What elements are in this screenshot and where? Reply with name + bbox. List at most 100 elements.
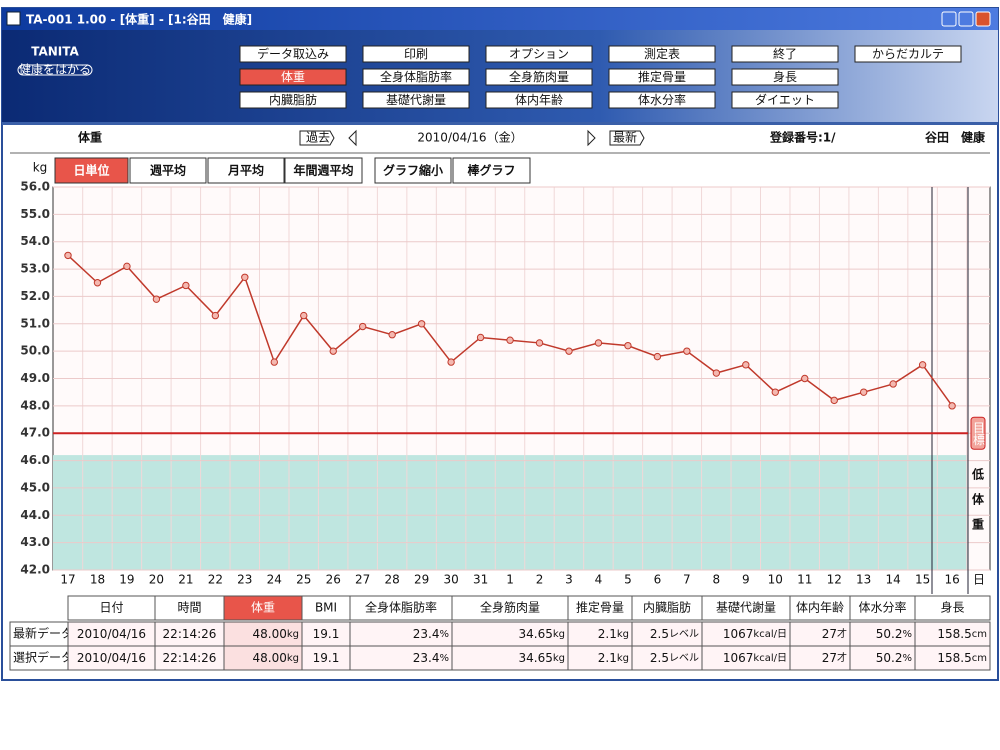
weight-point <box>683 347 691 355</box>
next-button[interactable] <box>609 130 645 146</box>
window-title: TA-001 1.00 - [体重] - [1:谷田 健康] <box>26 12 252 27</box>
table-cell <box>701 621 791 647</box>
tab[interactable] <box>284 157 363 184</box>
tab[interactable] <box>452 157 531 184</box>
tab[interactable] <box>374 157 452 184</box>
menu-label[interactable]: 身長 <box>773 69 797 84</box>
menu-label[interactable]: オプション <box>509 47 569 61</box>
weight-point <box>712 369 721 377</box>
prev-arrow[interactable] <box>348 129 357 147</box>
next-arrow[interactable] <box>587 129 596 147</box>
cell-value: 1067 <box>723 651 754 665</box>
tab[interactable] <box>54 157 129 184</box>
menu-button[interactable] <box>731 45 839 63</box>
tab-label[interactable]: 週平均 <box>150 163 186 178</box>
table-cell-text: 19.1 <box>313 651 340 665</box>
cell-value: 158.5 <box>937 627 971 641</box>
menu-button[interactable] <box>608 45 716 63</box>
menu-button[interactable] <box>608 68 716 86</box>
cell-unit: % <box>439 653 449 664</box>
cell-unit: cm <box>972 653 987 664</box>
cell-unit: % <box>902 653 912 664</box>
menu-label[interactable]: 全身体脂肪率 <box>380 69 452 84</box>
table-cell-text: 23.4% <box>413 627 449 641</box>
menu-button[interactable] <box>239 68 347 86</box>
weight-point <box>300 311 308 320</box>
cell-value: 48.00 <box>253 651 287 665</box>
menu-button[interactable] <box>239 45 347 63</box>
menu-button[interactable] <box>608 91 716 109</box>
table-cell <box>567 645 633 671</box>
cell-unit: kg <box>617 629 629 640</box>
menu-label[interactable]: からだカルテ <box>872 47 944 61</box>
logo-brand: TANITA <box>31 45 79 59</box>
table-cell <box>914 645 991 671</box>
tab-label[interactable]: 月平均 <box>227 163 264 178</box>
menu-label[interactable]: 印刷 <box>404 47 428 61</box>
menu-button[interactable] <box>362 45 470 63</box>
table-header: 基礎代謝量 <box>716 600 776 615</box>
low-weight-label: 重 <box>972 517 984 532</box>
x-tick-label: 3 <box>565 573 573 587</box>
weight-point <box>64 251 72 260</box>
weight-point <box>742 361 750 369</box>
menu-label[interactable]: 測定表 <box>644 46 680 61</box>
table-cell-text: 50.2% <box>876 627 912 641</box>
menu-label[interactable]: 推定骨量 <box>638 69 686 84</box>
minimize-button[interactable] <box>941 11 957 27</box>
row-label-cell <box>9 621 69 647</box>
tab[interactable] <box>129 157 207 184</box>
tab-label[interactable]: グラフ縮小 <box>383 163 443 178</box>
tab-label[interactable]: 日単位 <box>73 163 109 178</box>
menu-button[interactable] <box>731 68 839 86</box>
tab-label[interactable]: 年間週平均 <box>293 163 353 178</box>
y-tick-label: 42.0 <box>20 563 50 577</box>
table-cell-text: 48.00kg <box>253 651 300 665</box>
menu-button[interactable] <box>485 68 593 86</box>
app-icon <box>6 11 21 26</box>
menu-label[interactable]: 基礎代謝量 <box>386 92 446 107</box>
cell-value: 50.2 <box>876 627 903 641</box>
menu-button[interactable] <box>239 91 347 109</box>
menu-button[interactable] <box>854 45 962 63</box>
next-label[interactable]: 最新 <box>613 130 637 145</box>
weight-point <box>594 339 603 347</box>
menu-button[interactable] <box>731 91 839 109</box>
y-tick-label: 43.0 <box>20 535 50 549</box>
cell-value: 19.1 <box>313 651 340 665</box>
section-title: 体重 <box>78 130 102 145</box>
menu-label[interactable]: ダイエット <box>755 92 815 107</box>
table-cell <box>567 621 633 647</box>
cell-value: 2.5 <box>650 627 669 641</box>
prev-button[interactable] <box>299 130 335 146</box>
menu-label[interactable]: 内臓脂肪 <box>269 92 317 107</box>
table-cell-text: 34.65kg <box>519 651 566 665</box>
cell-unit: kcal/日 <box>753 653 787 664</box>
x-tick-label: 27 <box>355 573 370 587</box>
menu-label[interactable]: データ取込み <box>257 46 329 61</box>
menu-button[interactable] <box>485 45 593 63</box>
maximize-button[interactable] <box>958 11 974 27</box>
y-tick-label: 55.0 <box>20 207 50 221</box>
menu-label[interactable]: 体内年齢 <box>515 92 563 107</box>
low-weight-label: 低 <box>971 467 984 482</box>
cell-value: 2.5 <box>650 651 669 665</box>
close-button[interactable] <box>975 11 991 27</box>
menu-button[interactable] <box>362 68 470 86</box>
y-tick-label: 53.0 <box>20 262 50 276</box>
prev-label[interactable]: 過去 <box>306 131 330 145</box>
menu-button[interactable] <box>362 91 470 109</box>
menu-label[interactable]: 終了 <box>773 46 797 61</box>
menu-label[interactable]: 全身筋肉量 <box>509 69 569 84</box>
table-cell <box>914 621 991 647</box>
cell-unit: % <box>902 629 912 640</box>
menu-button[interactable] <box>485 91 593 109</box>
tab-label[interactable]: 棒グラフ <box>467 163 515 178</box>
cell-value: 34.65 <box>519 627 553 641</box>
table-cell-text: 2.1kg <box>598 627 629 641</box>
menu-label[interactable]: 体水分率 <box>638 92 686 107</box>
cell-value: 22:14:26 <box>163 651 217 665</box>
tab[interactable] <box>207 157 285 184</box>
x-tick-label: 6 <box>654 573 662 587</box>
menu-label[interactable]: 体重 <box>281 70 305 84</box>
